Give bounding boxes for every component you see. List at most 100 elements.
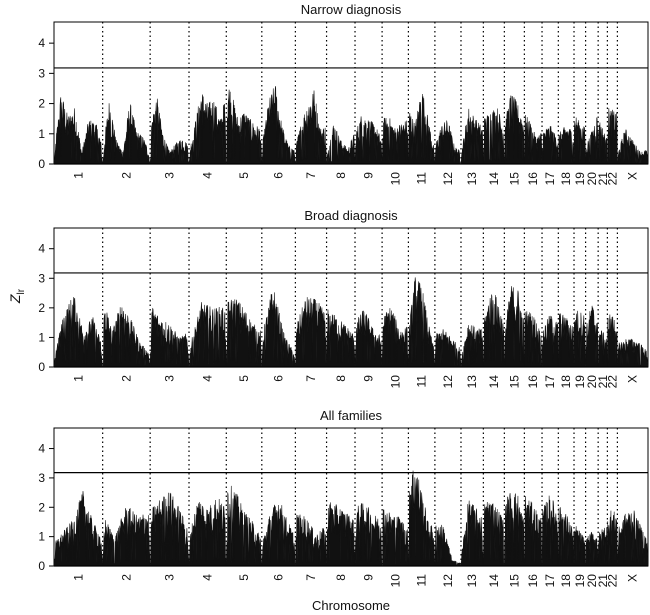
chromosome-label: 10 xyxy=(388,172,402,186)
linkage-trace-chr-11 xyxy=(408,470,436,567)
linkage-trace-chr-2 xyxy=(102,103,151,165)
linkage-trace-chr-7 xyxy=(295,514,327,567)
chromosome-label: 17 xyxy=(543,375,557,389)
chromosome-label: 8 xyxy=(334,574,348,581)
chromosome-label: 9 xyxy=(362,375,376,382)
linkage-trace-chr-8 xyxy=(326,502,356,567)
chromosome-label: X xyxy=(626,574,640,582)
linkage-trace-chr-18 xyxy=(558,313,575,368)
linkage-trace-chr-14 xyxy=(483,502,505,567)
chromosome-label: 15 xyxy=(507,574,521,588)
linkage-trace-chr-17 xyxy=(541,315,559,368)
linkage-trace-chr-12 xyxy=(434,329,462,368)
chromosome-label: 13 xyxy=(465,375,479,389)
linkage-trace-chr-19 xyxy=(573,310,586,368)
linkage-trace-chr-14 xyxy=(483,108,505,165)
chromosome-label: 3 xyxy=(163,574,177,581)
linkage-trace-chr-16 xyxy=(524,311,543,368)
chromosome-label: 7 xyxy=(304,172,318,179)
chromosome-label: 5 xyxy=(237,172,251,179)
linkage-trace-chr-8 xyxy=(326,309,356,368)
linkage-trace-chr-10 xyxy=(381,117,409,165)
linkage-trace-chr-X xyxy=(617,129,649,165)
linkage-trace-chr-9 xyxy=(354,503,383,567)
chromosome-label: 11 xyxy=(415,375,429,388)
linkage-trace-chr-3 xyxy=(149,307,190,368)
linkage-trace-chr-20 xyxy=(585,117,599,165)
y-tick-label: 3 xyxy=(38,66,45,80)
chromosome-label: 13 xyxy=(465,172,479,186)
chromosome-label: 18 xyxy=(559,172,573,186)
y-axis-label: Zlr xyxy=(7,288,27,304)
linkage-trace-chr-15 xyxy=(504,95,525,165)
linkage-trace-chr-13 xyxy=(460,108,484,165)
chromosome-label: 5 xyxy=(237,375,251,382)
chromosome-label: 22 xyxy=(605,375,619,389)
chromosome-label: 5 xyxy=(237,574,251,581)
linkage-trace-chr-16 xyxy=(524,114,543,165)
chromosome-label: 17 xyxy=(543,172,557,186)
linkage-trace-chr-X xyxy=(617,338,649,368)
chromosome-label: 2 xyxy=(119,375,133,382)
chromosome-label: 14 xyxy=(487,375,501,389)
linkage-trace-chr-18 xyxy=(558,507,575,567)
chromosome-label: 4 xyxy=(201,172,215,179)
linkage-trace-chr-10 xyxy=(381,509,409,567)
linkage-trace-chr-12 xyxy=(434,524,462,567)
linkage-trace-chr-8 xyxy=(326,125,356,165)
y-axis-label-subscript: lr xyxy=(16,288,27,294)
linkage-trace-chr-5 xyxy=(225,299,263,368)
chromosome-label: 10 xyxy=(388,375,402,389)
chromosome-label: 9 xyxy=(362,172,376,179)
panel-title: Narrow diagnosis xyxy=(301,2,402,17)
linkage-trace-chr-3 xyxy=(149,492,190,567)
linkage-trace-chr-9 xyxy=(354,116,383,165)
linkage-trace-chr-9 xyxy=(354,310,383,368)
panel-title: Broad diagnosis xyxy=(304,208,398,223)
linkage-trace-chr-10 xyxy=(381,308,409,368)
y-tick-label: 2 xyxy=(38,97,45,111)
y-tick-label: 0 xyxy=(38,559,45,573)
chromosome-label: X xyxy=(626,375,640,383)
linkage-trace-chr-11 xyxy=(408,94,436,165)
linkage-trace-chr-15 xyxy=(503,286,525,368)
linkage-trace-chr-12 xyxy=(434,120,462,165)
linkage-trace-chr-13 xyxy=(460,500,484,567)
y-tick-label: 0 xyxy=(38,157,45,171)
chromosome-label: 14 xyxy=(487,172,501,186)
linkage-trace-chr-2 xyxy=(102,307,151,368)
y-tick-label: 1 xyxy=(38,127,45,141)
chromosome-label: 20 xyxy=(585,574,599,588)
linkage-trace-chr-1 xyxy=(53,297,104,368)
y-tick-label: 2 xyxy=(38,301,45,315)
y-tick-label: 1 xyxy=(38,530,45,544)
chromosome-label: 16 xyxy=(526,172,540,186)
linkage-trace-chr-3 xyxy=(149,98,190,165)
chromosome-label: 21 xyxy=(596,375,610,389)
y-tick-label: 3 xyxy=(38,271,45,285)
chromosome-label: 18 xyxy=(559,574,573,588)
chromosome-label: 6 xyxy=(272,375,286,382)
y-tick-label: 3 xyxy=(38,471,45,485)
chromosome-label: 3 xyxy=(163,375,177,382)
y-axis-label-main: Z xyxy=(7,294,23,304)
chromosome-label: 1 xyxy=(71,375,85,382)
chromosome-label: 8 xyxy=(334,172,348,179)
chromosome-label: 7 xyxy=(304,574,318,581)
chromosome-label: 20 xyxy=(585,172,599,186)
linkage-trace-chr-13 xyxy=(459,325,484,368)
chromosome-label: 6 xyxy=(272,172,286,179)
linkage-trace-chr-20 xyxy=(585,531,599,567)
linkage-trace-chr-6 xyxy=(261,86,296,165)
chromosome-label: 4 xyxy=(201,375,215,382)
linkage-trace-chr-7 xyxy=(295,90,327,165)
chromosome-label: 8 xyxy=(334,375,348,382)
chromosome-label: 18 xyxy=(559,375,573,389)
chromosome-label: 6 xyxy=(272,574,286,581)
linkage-trace-chr-19 xyxy=(573,117,586,165)
y-tick-label: 0 xyxy=(38,360,45,374)
y-tick-label: 2 xyxy=(38,500,45,514)
